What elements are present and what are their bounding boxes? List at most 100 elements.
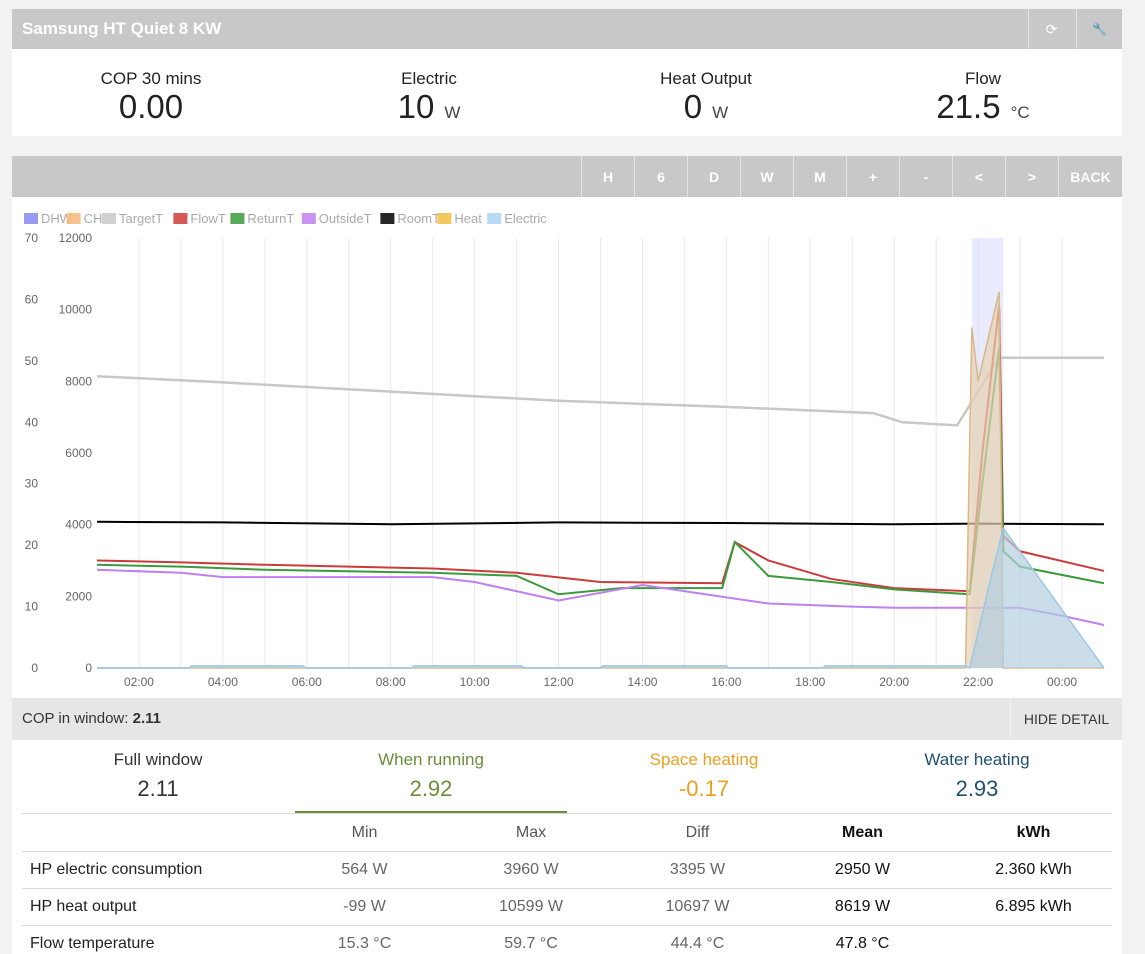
table-header-row: Min Max Diff Mean kWh [22, 813, 1112, 852]
legend-swatch-returnt [230, 213, 245, 224]
stats-row: COP 30 mins 0.00 Electric 10 W Heat Outpu… [12, 49, 1122, 136]
zoom-button-8[interactable]: > [1005, 156, 1058, 197]
tab-water-heating[interactable]: Water heating 2.93 [841, 750, 1113, 802]
detail-panel: Full window 2.11 When running 2.92 Space… [12, 740, 1122, 954]
zoom-button-6[interactable]: - [899, 156, 952, 197]
legend-swatch-outsidet [301, 213, 316, 224]
stat-label: Heat Output [660, 69, 752, 88]
refresh-icon: ⟳ [1045, 20, 1058, 37]
tab-value: 2.11 [137, 776, 179, 801]
tab-label: Full window [113, 750, 203, 769]
row-min: 15.3 °C [292, 925, 437, 954]
stat-value: 10 [397, 88, 435, 125]
legend-swatch-targett [102, 213, 116, 224]
row-name: HP electric consumption [22, 851, 292, 889]
zoom-button-4[interactable]: M [793, 156, 846, 197]
chart-toolbar: H 6 D W M + - < > BACK [12, 156, 1122, 197]
stat-value: 0 [683, 88, 703, 125]
row-max: 59.7 °C [437, 925, 625, 954]
zoom-button-5[interactable]: + [846, 156, 899, 197]
row-mean: 8619 W [770, 888, 955, 926]
col-header-diff: Diff [625, 813, 770, 852]
y-left-tick: 60 [25, 292, 39, 306]
zoom-button-2[interactable]: D [687, 156, 740, 197]
y-right-tick: 6000 [65, 446, 92, 460]
col-header-mean: Mean [770, 813, 955, 852]
x-tick: 20:00 [879, 675, 909, 689]
time-series-chart[interactable]: DHW CH TargetT FlowT ReturnT OutsideT RoomT Hea… [12, 197, 1122, 698]
tab-label: When running [378, 750, 484, 769]
zoom-button-7[interactable]: < [952, 156, 1005, 197]
zoom-button-3[interactable]: W [740, 156, 793, 197]
row-mean: 2950 W [770, 851, 955, 889]
row-min: -99 W [292, 888, 437, 926]
x-tick: 22:00 [963, 675, 993, 689]
y-right-tick: 8000 [65, 374, 92, 388]
legend-label-returnt: ReturnT [247, 211, 294, 226]
zoom-button-1[interactable]: 6 [634, 156, 687, 197]
col-header-name [22, 813, 292, 852]
y-right-tick: 0 [85, 661, 92, 675]
legend-label-flowt: FlowT [190, 211, 225, 226]
row-kwh [955, 925, 1112, 954]
stats-table: Min Max Diff Mean kWh HP electric consum… [22, 813, 1112, 954]
legend-label-electric: Electric [504, 211, 547, 226]
stat-unit: W [444, 103, 461, 122]
y-right-tick: 12000 [59, 231, 93, 245]
tab-label: Space heating [649, 750, 759, 769]
hide-detail-button[interactable]: HIDE DETAIL [1010, 698, 1122, 740]
stat-label: COP 30 mins [100, 69, 202, 88]
stat-value: 0.00 [118, 88, 184, 125]
row-mean: 47.8 °C [770, 925, 955, 954]
config-button[interactable]: 🔧 [1076, 9, 1122, 49]
y-right-tick: 2000 [65, 589, 92, 603]
y-left-tick: 20 [25, 538, 39, 552]
refresh-button[interactable]: ⟳ [1028, 9, 1074, 49]
x-tick: 10:00 [460, 675, 490, 689]
zoom-button-0[interactable]: H [581, 156, 634, 197]
x-tick: 18:00 [795, 675, 825, 689]
tab-full-window[interactable]: Full window 2.11 [22, 750, 294, 802]
x-tick: 04:00 [208, 675, 238, 689]
legend-label-dhw: DHW [41, 211, 73, 226]
row-kwh: 2.360 kWh [955, 851, 1112, 889]
table-row: HP electric consumption 564 W 3960 W 339… [22, 851, 1112, 889]
cop-value: 2.11 [132, 710, 161, 727]
stat-unit: °C [1010, 103, 1030, 122]
x-tick: 12:00 [544, 675, 574, 689]
active-tab-underline [295, 811, 567, 813]
panel-header: Samsung HT Quiet 8 KW ⟳ 🔧 [12, 9, 1122, 49]
y-right-tick: 10000 [59, 303, 93, 317]
col-header-min: Min [292, 813, 437, 852]
legend-swatch-ch [66, 213, 81, 224]
row-max: 3960 W [437, 851, 625, 889]
cop-bar: COP in window: 2.11 HIDE DETAIL [12, 698, 1122, 740]
x-tick: 16:00 [711, 675, 741, 689]
tab-value: -0.17 [678, 776, 730, 801]
y-left-tick: 30 [25, 477, 39, 491]
stat-cop: COP 30 mins 0.00 [12, 69, 290, 125]
legend-swatch-electric [487, 213, 502, 224]
legend-swatch-heat [437, 213, 452, 224]
tab-label: Water heating [924, 750, 1030, 769]
zoom-button-9[interactable]: BACK [1058, 156, 1122, 197]
y-left-tick: 50 [25, 354, 39, 368]
legend-label-targett: TargetT [119, 211, 163, 226]
x-tick: 02:00 [124, 675, 154, 689]
tab-space-heating[interactable]: Space heating -0.17 [568, 750, 840, 802]
x-tick: 00:00 [1047, 675, 1077, 689]
tab-when-running[interactable]: When running 2.92 [295, 750, 567, 802]
legend-swatch-flowt [173, 213, 188, 224]
panel-title: Samsung HT Quiet 8 KW [22, 19, 222, 38]
y-left-tick: 0 [31, 661, 38, 675]
series-targett [96, 356, 1104, 427]
series-electric [97, 526, 1105, 670]
table-row: HP heat output -99 W 10599 W 10697 W 861… [22, 888, 1112, 926]
row-diff: 10697 W [625, 888, 770, 926]
table-row: Flow temperature 15.3 °C 59.7 °C 44.4 °C… [22, 925, 1112, 954]
y-left-tick: 40 [25, 415, 39, 429]
stat-label: Flow [965, 69, 1001, 88]
legend-label-outsidet: OutsideT [319, 211, 372, 226]
cop-label: COP in window: [22, 710, 129, 727]
